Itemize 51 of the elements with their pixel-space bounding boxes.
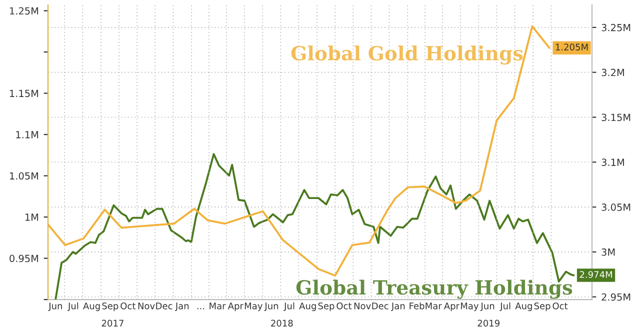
- x-tick-label: ...: [197, 308, 204, 310]
- x-tick-label: Jan: [174, 302, 189, 311]
- y2-tick-label: 3.05M: [602, 204, 630, 211]
- legend-label: Global Gold Holdings: [291, 46, 523, 65]
- x-tick-label: Dec: [372, 302, 388, 310]
- y-tick-label: 0.95M: [10, 254, 38, 262]
- y-tick-label: 1.15M: [10, 90, 38, 98]
- x-tick-label: Jun: [480, 302, 494, 311]
- x-tick-label: Nov: [354, 302, 371, 310]
- text: 2018: [271, 320, 293, 327]
- x-tick-label: Feb: [410, 302, 424, 310]
- text: 2019: [478, 320, 500, 327]
- x-tick-label: Dec: [156, 302, 172, 310]
- data-label: 1.205M: [556, 44, 588, 50]
- y2-tick-label: 3.15M: [602, 114, 630, 122]
- x-tick-label: Jul: [284, 302, 294, 311]
- x-tick-label: Jun: [264, 302, 278, 311]
- line-series: [54, 153, 575, 300]
- x-tick-label: Jun: [48, 302, 62, 311]
- x-tick-label: Aug: [83, 302, 100, 312]
- x-tick-label: Jan: [391, 302, 405, 311]
- data-label: 2.974M: [580, 271, 612, 278]
- y-tick-label: 1.05M: [10, 172, 38, 180]
- y-tick-label: 1M: [25, 214, 38, 221]
- x-tick-label: Jul: [500, 302, 510, 311]
- x-tick-label: Aug: [515, 302, 532, 312]
- x-tick-label: Aug: [299, 302, 316, 312]
- x-tick-label: May: [244, 302, 262, 312]
- text: 2017: [102, 320, 124, 327]
- x-tick-label: Sep: [534, 302, 550, 312]
- x-tick-label: Oct: [336, 302, 352, 310]
- y2-tick-label: 3.1M: [602, 158, 624, 166]
- line-series: [48, 25, 550, 277]
- x-tick-label: Nov: [138, 302, 155, 310]
- y2-tick-label: 2.95M: [602, 293, 630, 301]
- y2-tick-label: 3.2M: [602, 68, 624, 76]
- x-tick-label: Mar: [210, 302, 226, 310]
- x-tick-label: Mar: [426, 302, 442, 310]
- x-tick-label: May: [461, 302, 479, 312]
- x-tick-label: Jul: [68, 302, 78, 311]
- y-tick-label: 1.25M: [10, 7, 38, 15]
- y2-tick-label: 3.25M: [602, 24, 630, 32]
- x-tick-label: Sep: [102, 302, 118, 312]
- x-tick-label: Oct: [120, 302, 136, 310]
- x-tick-label: Sep: [318, 302, 334, 312]
- x-tick-label: Apr: [444, 302, 460, 312]
- series-label: Global Treasury Holdings: [296, 280, 572, 299]
- x-tick-label: Apr: [228, 302, 244, 312]
- y2-tick-label: 3M: [602, 248, 615, 256]
- y-tick-label: 1.1M: [16, 131, 38, 138]
- x-tick-label: Oct: [552, 302, 568, 310]
